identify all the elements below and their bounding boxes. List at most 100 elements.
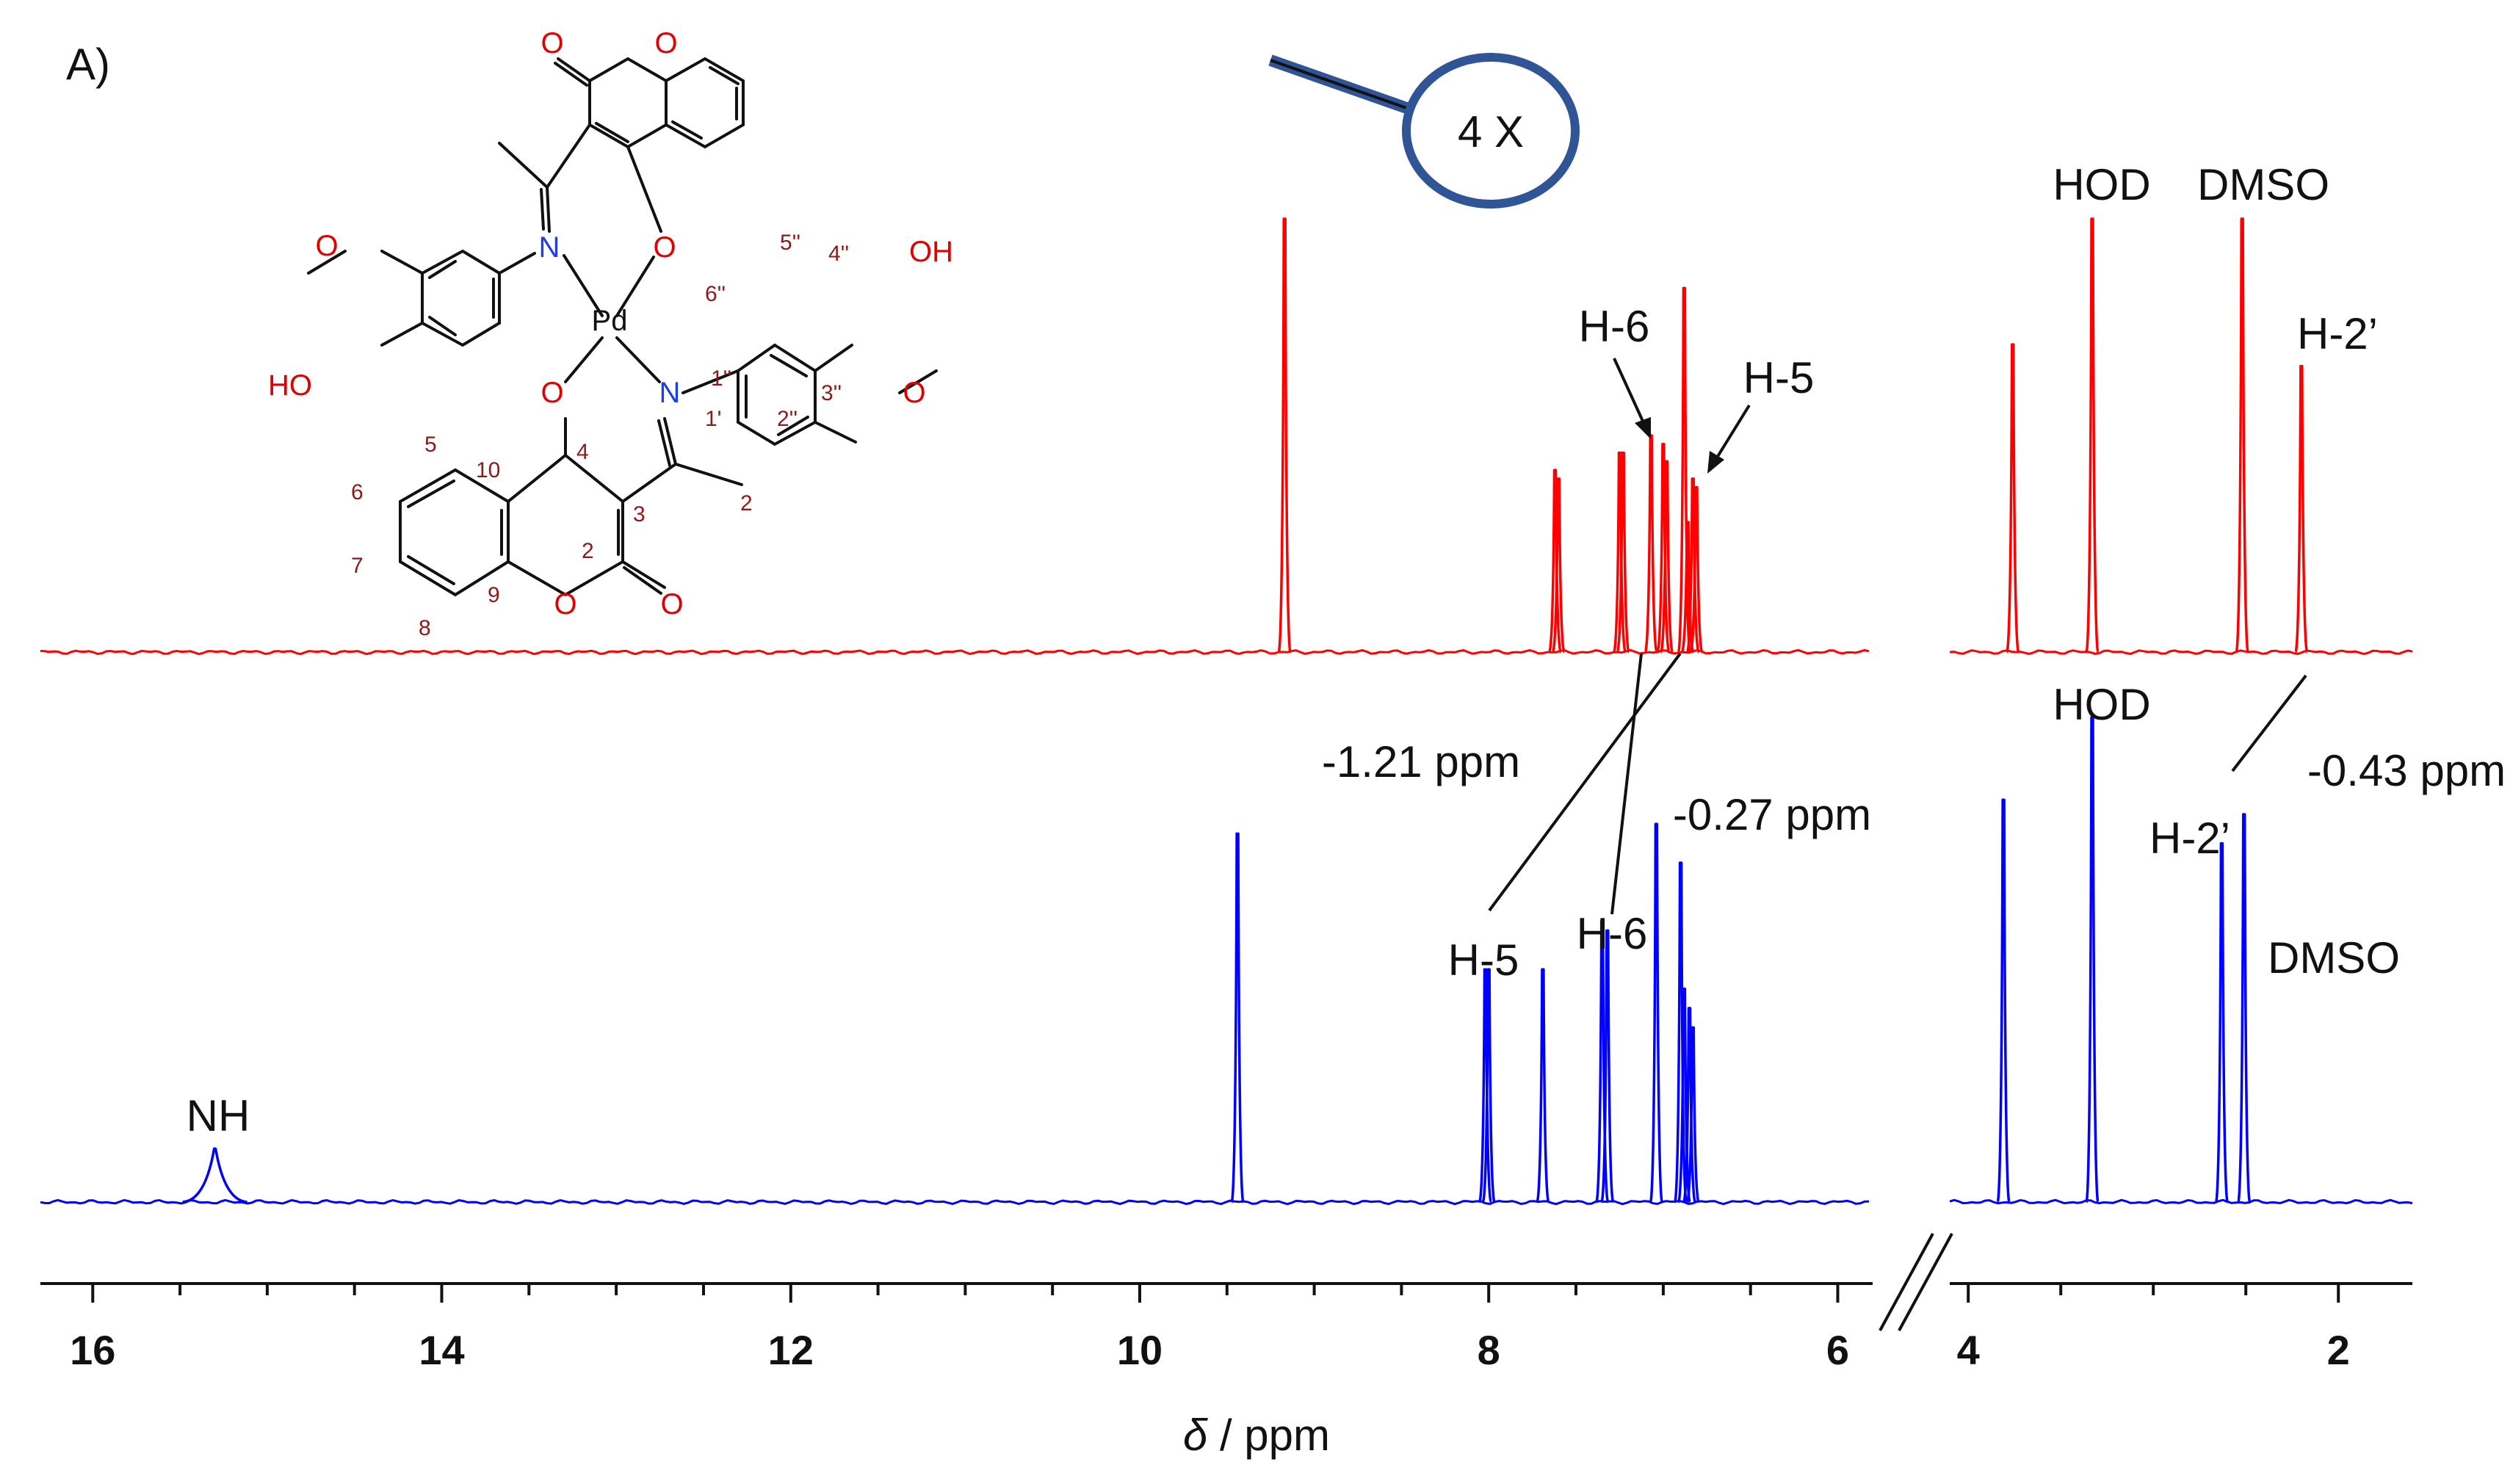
panel-label: A) — [66, 40, 110, 89]
top-spectrum-peak-16 — [2294, 364, 2309, 654]
bottom-spectrum-peak-4 — [1481, 968, 1496, 1204]
top-spectrum-peak-5 — [1616, 451, 1630, 654]
bottom-spectrum — [40, 716, 2413, 1206]
top-spectrum-peak-13 — [2005, 343, 2020, 654]
tick-label-12: 12 — [768, 1327, 814, 1373]
label-shift-h2p: -0.43 ppm — [2307, 746, 2506, 795]
axis-xlabel: δ / ppm — [1183, 1411, 1330, 1460]
tick-label-6: 6 — [1826, 1327, 1849, 1373]
bottom-spectrum-peak-15 — [2214, 841, 2230, 1204]
tick-label-2: 2 — [2327, 1327, 2350, 1373]
atom-o-ring-bottom: O — [554, 588, 576, 620]
atom-oh-right: OH — [909, 236, 953, 268]
bottom-spectrum-peak-8 — [1649, 822, 1664, 1204]
atom-num-6pp: 6'' — [705, 282, 726, 306]
atom-pd: Pd — [592, 305, 628, 337]
atom-num-7: 7 — [351, 554, 364, 578]
axis-break-mark-1 — [1879, 1233, 1934, 1331]
atom-o-methoxy-left: O — [315, 230, 338, 262]
atom-num-5pp: 5'' — [780, 231, 800, 255]
top-spectrum-baseline-2 — [1949, 649, 2413, 656]
arrow-h5-line — [1713, 404, 1751, 463]
atom-o-methoxy-right: O — [903, 377, 925, 409]
tick-label-16: 16 — [70, 1327, 115, 1373]
top-spectrum — [40, 217, 2413, 656]
arrow-h6-head — [1635, 417, 1651, 439]
label-bot-hod: HOD — [2053, 680, 2150, 729]
top-spectrum-peak-4 — [1612, 451, 1627, 654]
bottom-spectrum-peak-13 — [1996, 798, 2011, 1204]
top-spectrum-peak-2 — [1547, 468, 1563, 654]
atom-num-9: 9 — [488, 583, 500, 607]
atom-n-bottom: N — [659, 377, 681, 409]
label-bot-h6: H-6 — [1577, 909, 1648, 958]
label-bot-h5: H-5 — [1448, 935, 1519, 985]
atom-num-1pp: 1'' — [711, 366, 731, 391]
label-bot-dmso: DMSO — [2268, 933, 2400, 982]
atom-num-8: 8 — [419, 616, 431, 640]
bottom-spectrum-baseline-1 — [40, 1198, 1870, 1206]
label-shift-h6: -0.27 ppm — [1673, 790, 1871, 839]
label-nh: NH — [187, 1091, 250, 1140]
atom-o4-bottom: O — [540, 377, 563, 409]
atom-num-6: 6 — [351, 480, 364, 504]
top-spectrum-peak-12 — [1689, 486, 1704, 654]
bottom-spectrum-peak-9 — [1673, 861, 1688, 1204]
atom-o-ring-top: O — [654, 27, 677, 59]
bottom-spectrum-peak-3 — [1478, 968, 1493, 1204]
bottom-spectrum-peak-7 — [1600, 929, 1615, 1204]
pd-complex-structure — [307, 57, 938, 597]
bottom-spectrum-peak-5 — [1536, 968, 1550, 1204]
arrow-h6-line — [1613, 358, 1646, 427]
corr-h5-line — [1488, 652, 1682, 912]
tick-label-10: 10 — [1117, 1327, 1163, 1373]
bottom-spectrum-peak-2 — [1230, 832, 1245, 1204]
top-spectrum-peak-3 — [1551, 477, 1566, 654]
top-spectrum-peak-1 — [1277, 217, 1292, 654]
atom-ho-left: HO — [268, 369, 312, 402]
label-shift-h5: -1.21 ppm — [1322, 737, 1520, 786]
corr-h2p-line — [2231, 674, 2307, 772]
top-spectrum-peak-14 — [2085, 217, 2100, 654]
atom-num-3pp: 3'' — [821, 381, 842, 405]
atom-num-2p: 2 — [740, 491, 753, 515]
atom-num-4: 4 — [576, 440, 589, 464]
atom-n-top: N — [539, 231, 560, 264]
atom-num-4pp: 4'' — [828, 242, 849, 266]
top-spectrum-peak-15 — [2235, 217, 2249, 654]
atom-num-5: 5 — [424, 432, 437, 457]
bottom-spectrum-peak-14 — [2085, 716, 2100, 1204]
label-top-h6: H-6 — [1579, 302, 1650, 351]
atom-num-10: 10 — [476, 458, 500, 482]
top-spectrum-peak-11 — [1685, 477, 1701, 654]
atom-num-2: 2 — [582, 539, 594, 563]
atom-o-carbonyl-top: O — [540, 27, 563, 59]
bottom-spectrum-peak-11 — [1682, 1007, 1697, 1204]
atom-num-3: 3 — [633, 502, 646, 526]
axis-break-mark-2 — [1898, 1233, 1953, 1331]
tick-label-4: 4 — [1957, 1327, 1980, 1373]
top-spectrum-peak-8 — [1659, 460, 1674, 654]
spectra-layer — [40, 217, 2413, 1206]
atom-o4-top: O — [653, 231, 676, 264]
bottom-spectrum-peak-6 — [1594, 919, 1610, 1204]
top-spectrum-peak-9 — [1677, 286, 1692, 654]
label-bot-h2p: H-2’ — [2149, 814, 2230, 863]
axis-xlabel-symbol: δ — [1183, 1411, 1208, 1460]
top-spectrum-peak-10 — [1680, 521, 1695, 654]
bottom-spectrum-baseline-2 — [1949, 1198, 2413, 1205]
bottom-spectrum-peak-1 — [182, 1147, 247, 1204]
top-spectrum-baseline-1 — [40, 648, 1870, 656]
corr-h6-line — [1610, 653, 1643, 915]
bottom-spectrum-peak-10 — [1677, 987, 1692, 1204]
label-top-dmso: DMSO — [2197, 160, 2329, 209]
tick-label-8: 8 — [1478, 1327, 1500, 1373]
molecule-labels: O O O N Pd O N O O O HO OH O 1' 2 1'' 2'… — [268, 27, 953, 640]
top-spectrum-peak-6 — [1644, 434, 1658, 654]
magnifier-icon: 4 X — [1268, 53, 1580, 209]
label-top-hod: HOD — [2053, 160, 2150, 209]
tick-label-14: 14 — [419, 1327, 464, 1373]
atom-num-1p: 1' — [705, 407, 721, 431]
x-axis — [40, 1233, 2412, 1331]
